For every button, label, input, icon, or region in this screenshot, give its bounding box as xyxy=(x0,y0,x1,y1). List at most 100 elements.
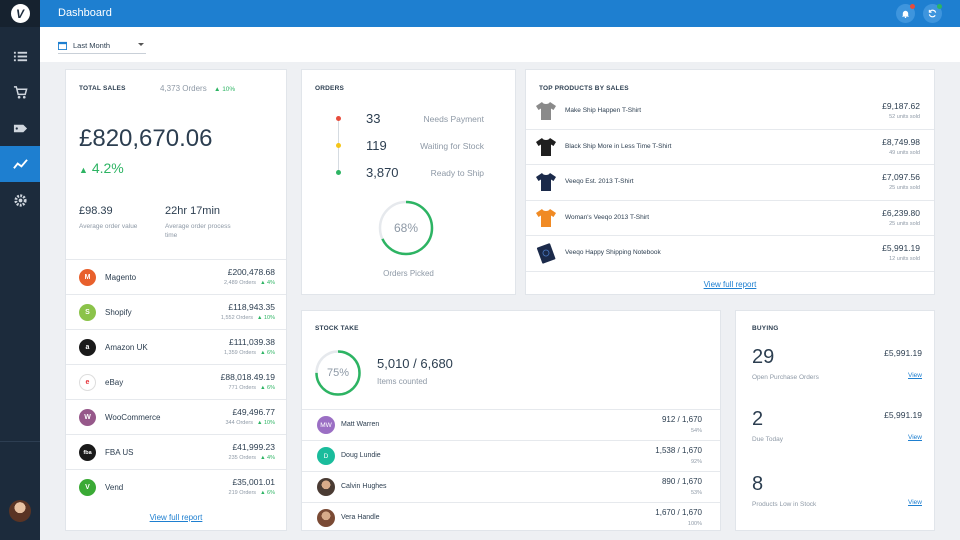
order-status-label: Waiting for Stock xyxy=(420,141,484,151)
store-row[interactable]: V Vend £35,001.01 219 Orders ▲ 6% xyxy=(66,469,286,504)
store-orders: 235 Orders ▲ 4% xyxy=(229,455,275,461)
topbar: Dashboard xyxy=(40,0,960,27)
tag-icon xyxy=(13,124,27,132)
store-row[interactable]: W WooCommerce £49,496.77 344 Orders ▲ 10% xyxy=(66,399,286,434)
store-change-value: 10% xyxy=(263,315,275,321)
store-name: Amazon UK xyxy=(105,343,148,352)
person-avatar: D xyxy=(317,447,335,465)
stock-person-row[interactable]: D Doug Lundie 1,538 / 1,670 92% xyxy=(302,440,720,471)
store-name: Shopify xyxy=(105,308,132,317)
buying-view-link[interactable]: View xyxy=(908,372,922,379)
store-orders: 1,552 Orders ▲ 10% xyxy=(221,315,275,321)
orders-picked-pct: 68% xyxy=(393,221,419,235)
product-name: Veeqo Est. 2013 T-Shirt xyxy=(565,178,634,185)
person-pct: 100% xyxy=(687,521,702,527)
logo[interactable]: V xyxy=(0,0,40,27)
product-row[interactable]: Black Ship More in Less Time T-Shirt £8,7… xyxy=(526,130,934,165)
sync-button[interactable] xyxy=(923,4,942,23)
order-status-label: Needs Payment xyxy=(423,114,484,124)
product-row[interactable]: Veeqo Happy Shipping Notebook £5,991.19 12… xyxy=(526,236,934,272)
total-sales-title: TOTAL SALES xyxy=(79,85,126,92)
sidebar-item-list[interactable] xyxy=(0,38,40,74)
trend-icon xyxy=(12,158,28,169)
store-change: ▲ 10% xyxy=(257,420,275,426)
product-name: Woman's Veeqo 2013 T-Shirt xyxy=(565,213,650,221)
person-count: 912 / 1,670 xyxy=(661,415,702,424)
order-status-row[interactable]: 119 Waiting for Stock xyxy=(302,135,522,155)
top-products-card: TOP PRODUCTS BY SALES Make Ship Happen T… xyxy=(525,69,935,295)
avg-process-time-label: Average order process time xyxy=(165,223,231,239)
date-range-select[interactable]: Last Month xyxy=(58,38,146,54)
store-change: ▲ 4% xyxy=(260,455,275,461)
cart-icon xyxy=(13,85,28,98)
orders-title: ORDERS xyxy=(315,85,345,92)
top-products-title: TOP PRODUCTS BY SALES xyxy=(539,85,629,92)
order-count: 119 xyxy=(366,138,387,153)
stock-person-row[interactable]: MW Matt Warren 912 / 1,670 54% xyxy=(302,409,720,440)
store-change: ▲ 6% xyxy=(260,490,275,496)
order-status-row[interactable]: 33 Needs Payment xyxy=(302,108,522,128)
store-row[interactable]: S Shopify £118,943.35 1,552 Orders ▲ 10% xyxy=(66,294,286,329)
product-units: 52 units sold xyxy=(889,114,920,120)
veeqo-logo-icon: V xyxy=(10,4,30,23)
user-avatar[interactable] xyxy=(9,500,31,522)
store-name: Vend xyxy=(105,483,124,492)
store-orders: 1,359 Orders ▲ 6% xyxy=(224,350,275,356)
store-amount: £88,018.49.19 xyxy=(220,372,275,382)
person-name: Doug Lundie xyxy=(341,452,381,459)
buying-label: Products Low in Stock xyxy=(752,501,817,508)
order-status-row[interactable]: 3,870 Ready to Ship xyxy=(302,162,522,182)
product-amount: £6,239.80 xyxy=(882,207,920,218)
store-amount: £118,943.35 xyxy=(228,302,275,312)
buying-view-link[interactable]: View xyxy=(908,499,922,506)
store-name: FBA US xyxy=(105,448,134,457)
store-amount: £41,999.23 xyxy=(232,442,275,452)
sidebar-item-orders[interactable] xyxy=(0,74,40,110)
product-row[interactable]: Woman's Veeqo 2013 T-Shirt £6,239.80 25 un… xyxy=(526,201,934,236)
person-name: Matt Warren xyxy=(341,421,380,428)
stock-take-gauge xyxy=(315,350,361,396)
buying-view-link[interactable]: View xyxy=(908,434,922,441)
total-sales-report-link[interactable]: View full report xyxy=(149,513,203,522)
sidebar-item-settings[interactable] xyxy=(0,182,40,218)
total-sales-card: TOTAL SALES 4,373 Orders ▲ 10% £820,670.… xyxy=(65,69,287,531)
notifications-button[interactable] xyxy=(896,4,915,23)
product-name: Veeqo Happy Shipping Notebook xyxy=(565,249,661,256)
stock-person-row[interactable]: Vera Handle 1,670 / 1,670 100% xyxy=(302,502,720,533)
store-row[interactable]: fba FBA US £41,999.23 235 Orders ▲ 4% xyxy=(66,434,286,469)
top-products-report-link[interactable]: View full report xyxy=(703,280,757,289)
store-change: ▲ 10% xyxy=(257,315,275,321)
filter-bar: Last Month xyxy=(40,27,960,62)
product-row[interactable]: Veeqo Est. 2013 T-Shirt £7,097.56 25 units… xyxy=(526,165,934,201)
store-change: ▲ 6% xyxy=(260,350,275,356)
store-change-value: 4% xyxy=(267,455,275,461)
notification-dot xyxy=(910,4,915,9)
shopify-icon: S xyxy=(79,304,96,321)
date-range-value: Last Month xyxy=(73,41,111,50)
bell-icon xyxy=(901,10,910,18)
person-pct: 54% xyxy=(690,428,702,434)
tshirt-image xyxy=(535,207,557,229)
total-orders-count: 4,373 Orders xyxy=(160,84,207,93)
buying-title: BUYING xyxy=(752,325,779,332)
avg-order-value: £98.39 xyxy=(79,205,113,217)
product-amount: £5,991.19 xyxy=(882,243,920,253)
person-name: Calvin Hughes xyxy=(341,483,387,490)
store-row[interactable]: a Amazon UK £111,039.38 1,359 Orders ▲ 6% xyxy=(66,329,286,364)
store-row[interactable]: M Magento £200,478.68 2,489 Orders ▲ 4% xyxy=(66,259,286,294)
sidebar: V xyxy=(0,0,40,540)
store-row[interactable]: e eBay £88,018.49.19 771 Orders ▲ 6% xyxy=(66,364,286,399)
stock-person-row[interactable]: Calvin Hughes 890 / 1,670 53% xyxy=(302,471,720,502)
buying-card: BUYING 29 Open Purchase Orders £5,991.19 Vi… xyxy=(735,310,935,531)
sidebar-item-reports[interactable] xyxy=(0,146,40,182)
product-units: 25 units sold xyxy=(889,220,920,227)
product-row[interactable]: Make Ship Happen T-Shirt £9,187.62 52 unit… xyxy=(526,94,934,130)
gear-icon xyxy=(13,193,27,207)
person-count: 1,670 / 1,670 xyxy=(655,508,702,517)
avg-order-value-label: Average order value xyxy=(79,223,138,230)
store-amount: £200,478.68 xyxy=(227,267,275,277)
tshirt-image xyxy=(535,100,557,122)
store-order-count: 771 Orders xyxy=(228,385,257,391)
store-name: WooCommerce xyxy=(105,413,161,422)
sidebar-item-products[interactable] xyxy=(0,110,40,146)
